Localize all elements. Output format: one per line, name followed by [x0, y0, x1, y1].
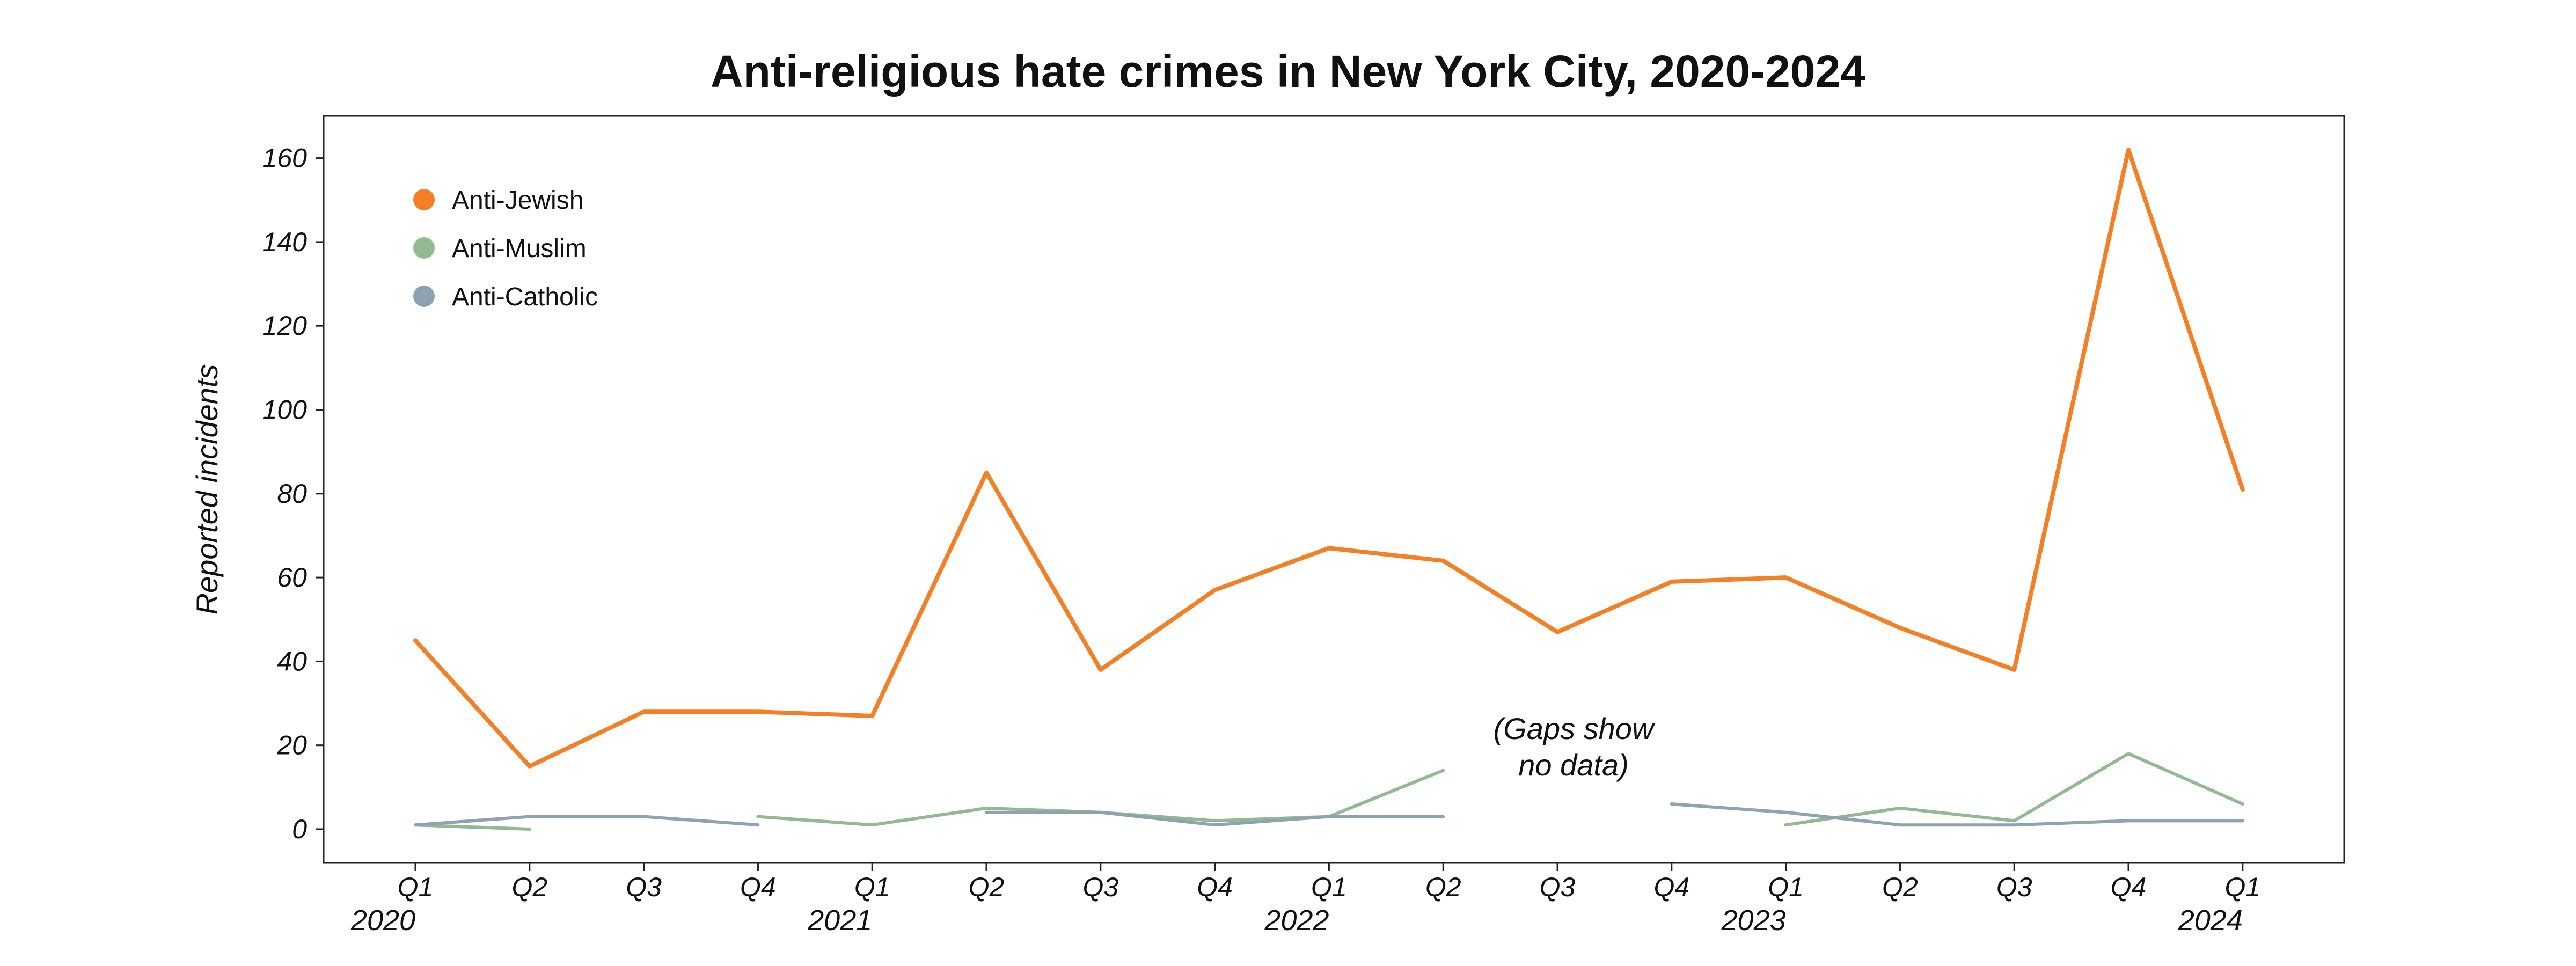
year-label: 2024 [2178, 904, 2243, 936]
year-label: 2021 [807, 904, 872, 936]
y-tick-label: 140 [262, 227, 308, 257]
x-tick-label: Q2 [1425, 872, 1461, 902]
x-tick-label: Q3 [1082, 872, 1118, 902]
x-tick-label: Q4 [1197, 872, 1233, 902]
year-label: 2023 [1721, 904, 1786, 936]
x-tick-label: Q1 [1768, 872, 1804, 902]
plot-area [323, 115, 2345, 864]
series-lines [413, 148, 2245, 831]
legend-swatch [413, 237, 435, 259]
series-line-segment [985, 810, 1445, 827]
x-tick-label: Q4 [740, 872, 776, 902]
x-tick-label: Q1 [1311, 872, 1347, 902]
x-tick-label: Q2 [1882, 872, 1918, 902]
y-tick-label: 120 [262, 311, 308, 341]
x-tick-label: Q1 [854, 872, 890, 902]
year-label: 2022 [1264, 904, 1329, 936]
y-tick-label: 160 [262, 143, 308, 173]
legend: Anti-Jewish Anti-Muslim Anti-Catholic [413, 186, 598, 311]
legend-label: Anti-Jewish [452, 186, 583, 215]
x-tick-label: Q3 [626, 872, 662, 902]
series-line-segment [414, 815, 760, 827]
x-tick-label: Q3 [1996, 872, 2032, 902]
series-line-segment [1784, 752, 2244, 827]
y-tick-label: 20 [276, 730, 307, 760]
chart-title: Anti-religious hate crimes in New York C… [711, 46, 1865, 97]
series-line-segment [413, 148, 2245, 769]
annotation-text: no data) [1518, 748, 1629, 782]
x-tick-label: Q2 [511, 872, 547, 902]
series-anti-catholic [414, 802, 2244, 827]
y-tick-label: 80 [277, 479, 307, 509]
x-tick-label: Q4 [2111, 872, 2147, 902]
y-tick-label: 40 [277, 646, 307, 676]
y-axis: 0 20 40 60 80 100 120 140 160 [262, 143, 324, 844]
y-tick-label: 60 [277, 562, 307, 592]
x-tick-label: Q4 [1653, 872, 1689, 902]
series-line-segment [1670, 802, 2244, 827]
y-tick-label: 100 [262, 395, 308, 425]
x-tick-label: Q3 [1540, 872, 1576, 902]
series-line-segment [414, 823, 531, 831]
legend-label: Anti-Catholic [452, 283, 598, 311]
legend-swatch [413, 189, 435, 210]
x-tick-label: Q2 [969, 872, 1005, 902]
series-anti-jewish [413, 148, 2245, 769]
y-axis-title: Reported incidents [190, 364, 224, 615]
legend-label: Anti-Muslim [452, 235, 587, 263]
legend-swatch [413, 286, 435, 307]
annotation-text: (Gaps show [1494, 712, 1656, 745]
x-tick-label: Q1 [398, 872, 434, 902]
x-tick-label: Q1 [2224, 872, 2260, 902]
y-tick-label: 0 [292, 814, 307, 844]
year-label: 2020 [350, 904, 415, 936]
